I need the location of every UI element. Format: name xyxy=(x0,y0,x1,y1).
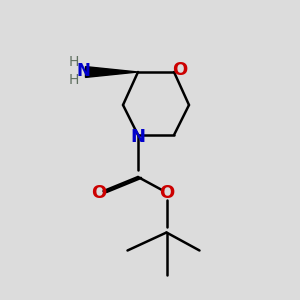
Text: H: H xyxy=(69,74,79,87)
Text: N: N xyxy=(130,128,146,146)
Text: H: H xyxy=(69,56,79,69)
Text: O: O xyxy=(159,184,174,202)
Polygon shape xyxy=(85,67,138,77)
Text: O: O xyxy=(172,61,187,79)
Text: O: O xyxy=(92,184,106,202)
Text: N: N xyxy=(76,62,90,80)
